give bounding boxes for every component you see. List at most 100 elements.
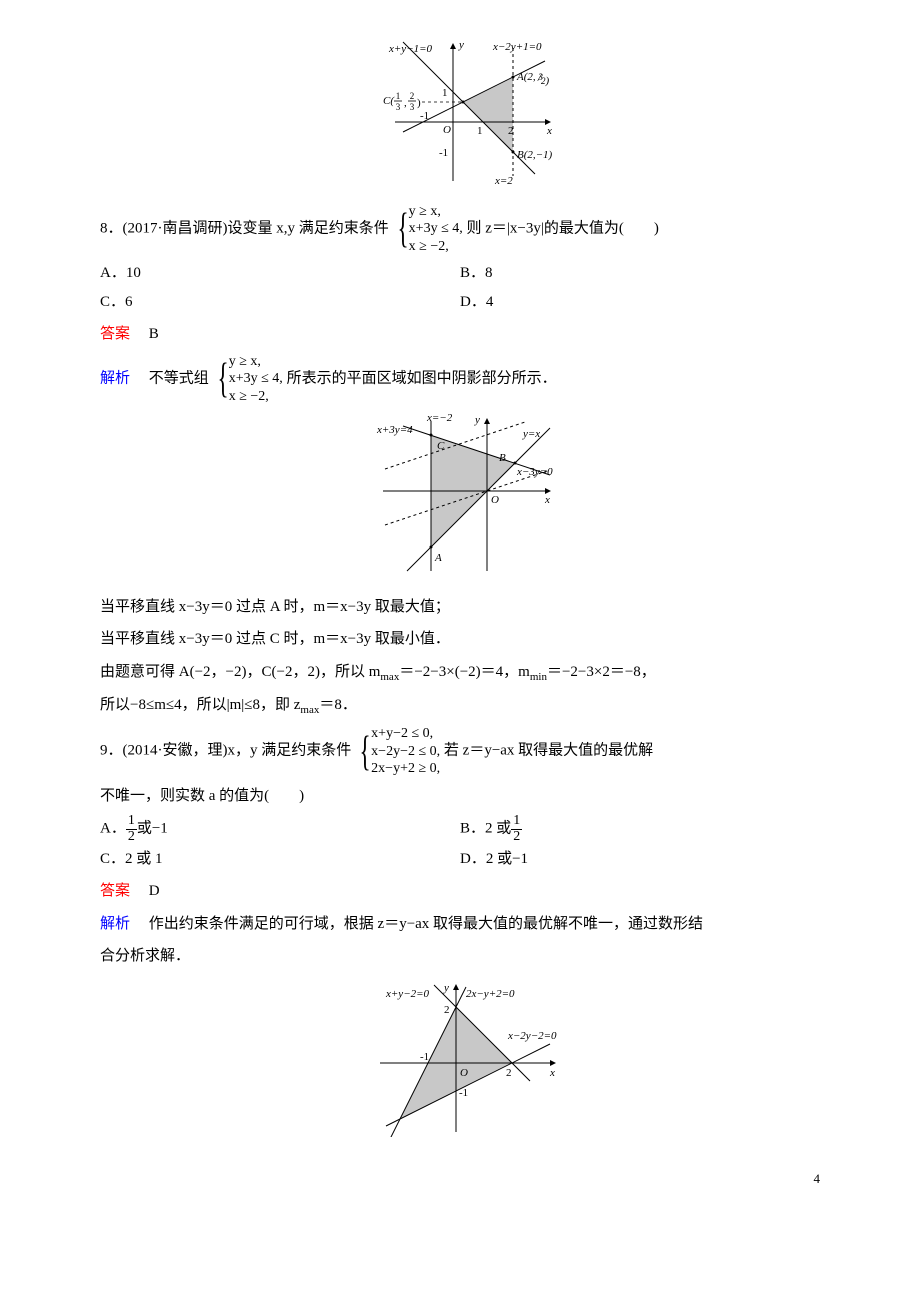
q8-exp-l2: 当平移直线 x−3y＝0 过点 C 时，m＝x−3y 取最小值． [100,625,820,654]
svg-text:x+y−1=0: x+y−1=0 [388,43,433,55]
svg-text:2: 2 [410,91,415,101]
q9-stem: 9．(2014·安徽，理)x，y 满足约束条件 { x+y−2 ≤ 0, x−2… [100,725,820,778]
q8-l4a: 所以−8≤m≤4，所以|m|≤8，即 z [100,697,300,713]
q9-c1: x+y−2 ≤ 0, [371,725,440,743]
q9-explain-text: 作出约束条件满足的可行域，根据 z＝y−ax 取得最大值的最优解不唯一，通过数形… [149,916,703,932]
q9-optA: A．12或−1 [100,814,460,844]
svg-text:x: x [546,125,552,137]
fig7-region [463,77,513,152]
q8-c1: y ≥ x, [409,203,463,221]
explain-label-2: 解析 [100,916,130,932]
q8-exp-l4: 所以−8≤m≤4，所以|m|≤8，即 zmax＝8． [100,691,820,721]
q9-stem-l2: 不唯一，则实数 a 的值为( ) [100,782,820,811]
q8-ec1: y ≥ x, [229,353,283,371]
q9-constraints: { x+y−2 ≤ 0, x−2y−2 ≤ 0, 2x−y+2 ≥ 0, [355,725,440,778]
q8-optC: C．6 [100,288,460,317]
svg-text:B: B [499,452,506,464]
svg-text:1: 1 [477,125,483,137]
q8-explain-post: 所表示的平面区域如图中阴影部分所示． [287,370,557,386]
answer-label-2: 答案 [100,883,130,899]
answer-label: 答案 [100,326,130,342]
q9-options-row1: A．12或−1 B．2 或12 [100,814,820,844]
svg-text:y: y [474,414,480,426]
svg-text:x+y−2=0: x+y−2=0 [385,988,430,1000]
svg-text:O: O [443,124,451,136]
fig9-svg: O x y x+y−2=0 2x−y+2=0 x−2y−2=0 -1 2 2 -… [360,977,560,1137]
q8-explain-constraints: { y ≥ x, x+3y ≤ 4, x ≥ −2, [213,353,283,406]
svg-text:3: 3 [396,102,401,112]
q8-optA: A．10 [100,259,460,288]
q8-options-row1: A．10 B．8 [100,259,820,288]
figure-8: O x y x+3y=4 x=−2 y=x x−3y=0 A B C [100,411,820,587]
svg-text:x=2: x=2 [494,175,513,186]
q8-l3c: ＝−2−3×2＝−8， [547,664,656,680]
q8-l4b: ＝8． [319,697,357,713]
q8-constraints: { y ≥ x, x+3y ≤ 4, x ≥ −2, [393,203,463,256]
q9-answer-line: 答案 D [100,877,820,906]
q8-exp-l1: 当平移直线 x−3y＝0 过点 A 时，m＝x−3y 取最大值； [100,593,820,622]
svg-text:x: x [544,494,550,506]
svg-text:O: O [491,494,499,506]
svg-text:B(2,−1): B(2,−1) [517,149,553,161]
q8-sub1: max [380,671,399,683]
q9-explain-line2: 合分析求解． [100,942,820,971]
figure-9: O x y x+y−2=0 2x−y+2=0 x−2y−2=0 -1 2 2 -… [100,977,820,1148]
q8-options-row2: C．6 D．4 [100,288,820,317]
q8-answer: B [149,326,159,342]
svg-text:x: x [549,1067,555,1079]
svg-text:-1: -1 [459,1087,468,1099]
svg-text:x−2y+1=0: x−2y+1=0 [492,41,542,53]
q8-l3b: ＝−2−3×(−2)＝4，m [399,664,530,680]
svg-text:-1: -1 [420,110,429,122]
q8-exp-l3: 由题意可得 A(−2，−2)，C(−2，2)，所以 mmax＝−2−3×(−2)… [100,658,820,688]
q8-ec3: x ≥ −2, [229,388,283,406]
svg-text:C: C [437,440,445,452]
q8-c2: x+3y ≤ 4, [409,220,463,238]
svg-text:y=x: y=x [522,428,540,440]
svg-text:,: , [404,97,407,109]
svg-text:y: y [458,39,464,51]
q8-c3: x ≥ −2, [409,238,463,256]
q8-stem-post: 则 z＝|x−3y|的最大值为( ) [467,220,659,236]
svg-text:x=−2: x=−2 [426,412,453,424]
q9-optB: B．2 或12 [460,814,820,844]
svg-text:-1: -1 [439,147,448,159]
fig7-svg: -1 1 2 1 -1 O x y x+y−1=0 x−2y+1=0 x=2 A… [365,36,555,186]
q9-stem-pre: 9．(2014·安徽，理)x，y 满足约束条件 [100,743,351,759]
svg-text:2: 2 [508,125,514,137]
svg-text:O: O [460,1067,468,1079]
q8-answer-line: 答案 B [100,320,820,349]
q8-l3a: 由题意可得 A(−2，−2)，C(−2，2)，所以 m [100,664,380,680]
q8-stem: 8．(2017·南昌调研)设变量 x,y 满足约束条件 { y ≥ x, x+3… [100,203,820,256]
fig8-svg: O x y x+3y=4 x=−2 y=x x−3y=0 A B C [365,411,555,576]
q9-options-row2: C．2 或 1 D．2 或−1 [100,845,820,874]
svg-text:x+3y=4: x+3y=4 [376,424,413,436]
q8-explain-line: 解析 不等式组 { y ≥ x, x+3y ≤ 4, x ≥ −2, 所表示的平… [100,353,820,406]
page-number: 4 [100,1167,820,1192]
q9-explain-line: 解析 作出约束条件满足的可行域，根据 z＝y−ax 取得最大值的最优解不唯一，通… [100,910,820,939]
q9-optC: C．2 或 1 [100,845,460,874]
svg-text:2: 2 [444,1004,450,1016]
figure-7: -1 1 2 1 -1 O x y x+y−1=0 x−2y+1=0 x=2 A… [100,36,820,197]
q8-ec2: x+3y ≤ 4, [229,370,283,388]
svg-text:1: 1 [442,87,448,99]
q8-stem-pre: 8．(2017·南昌调研)设变量 x,y 满足约束条件 [100,220,389,236]
svg-text:x−3y=0: x−3y=0 [516,466,553,478]
svg-text:A(2, 3/2): A(2, 3/2) [516,71,549,87]
q8-explain-pre: 不等式组 [149,370,209,386]
svg-text:1: 1 [396,91,401,101]
q9-c2: x−2y−2 ≤ 0, [371,743,440,761]
q8-sub2: min [530,671,547,683]
q8-optB: B．8 [460,259,820,288]
svg-text:2x−y+2=0: 2x−y+2=0 [466,988,515,1000]
svg-text:2: 2 [506,1067,512,1079]
svg-text:3: 3 [410,102,415,112]
q8-sub3: max [300,704,319,716]
q9-optD: D．2 或−1 [460,845,820,874]
svg-text:): ) [417,97,421,109]
q9-stem-post: 若 z＝y−ax 取得最大值的最优解 [444,743,653,759]
svg-text:y: y [443,982,449,994]
svg-text:C(: C( [383,95,395,107]
q9-c3: 2x−y+2 ≥ 0, [371,760,440,778]
svg-text:A: A [434,552,442,564]
